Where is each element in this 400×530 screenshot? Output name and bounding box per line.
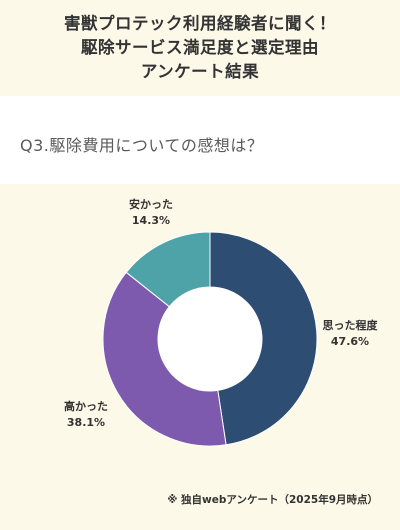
header-title-line-1: 害獣プロテック利用経験者に聞く！ — [64, 14, 336, 33]
header: 害獣プロテック利用経験者に聞く！ 駆除サービス満足度と選定理由 アンケート結果 — [0, 0, 400, 96]
slice-value-2: 38.1% — [67, 416, 105, 429]
donut-chart: 思った程度 47.6% 高かった 38.1% 安かった 14.3% — [64, 197, 379, 447]
slice-value-3: 14.3% — [132, 214, 170, 227]
donut-hole — [158, 287, 262, 391]
question-title: Q3.駆除費用についての感想は？ — [20, 136, 264, 155]
slice-label-3: 安かった — [129, 197, 173, 211]
slice-label-1: 思った程度 — [323, 318, 379, 332]
header-title-line-3: アンケート結果 — [140, 62, 260, 81]
header-title-line-2: 駆除サービス満足度と選定理由 — [81, 38, 319, 57]
slice-value-1: 47.6% — [331, 335, 369, 348]
slice-label-2: 高かった — [64, 399, 108, 413]
question-band — [0, 96, 400, 184]
chart-area: 思った程度 47.6% 高かった 38.1% 安かった 14.3% — [0, 184, 400, 530]
footnote: ※ 独自webアンケート（2025年9月時点） — [167, 494, 378, 506]
